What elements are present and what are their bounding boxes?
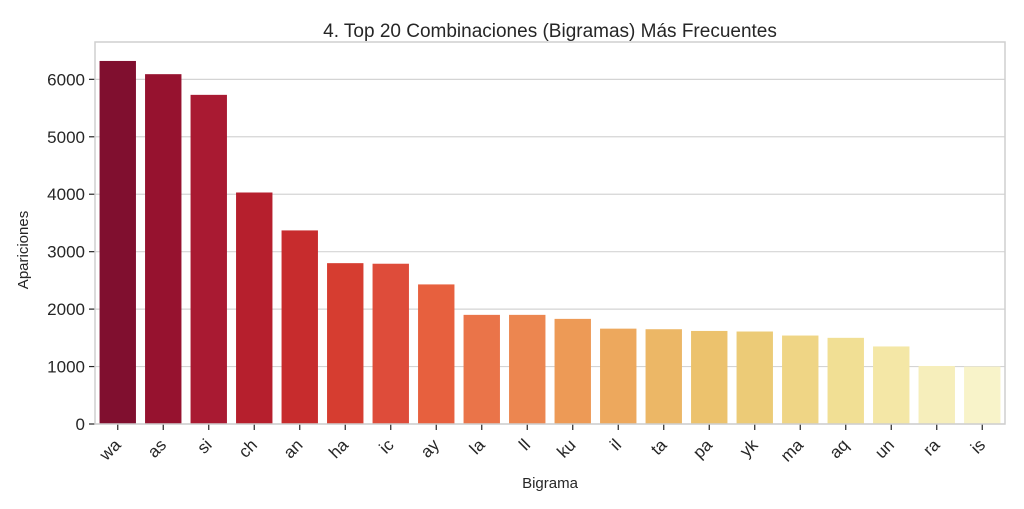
y-tick-label: 1000: [47, 358, 85, 377]
bar-ha: [327, 263, 364, 424]
bar-ll: [509, 314, 546, 424]
bar-is: [964, 366, 1001, 424]
bar-ay: [418, 284, 455, 424]
y-tick-label: 2000: [47, 300, 85, 319]
y-tick-label: 6000: [47, 70, 85, 89]
y-tick-label: 3000: [47, 243, 85, 262]
bar-un: [873, 346, 910, 424]
y-tick-label: 5000: [47, 128, 85, 147]
bar-wa: [99, 60, 136, 424]
bar-aq: [827, 337, 864, 424]
y-axis-ticks: 0 1000 2000 3000 4000 5000 6000: [47, 70, 95, 434]
x-axis-label: Bigrama: [522, 475, 579, 492]
plot-frame: [94, 41, 1006, 425]
bar-ku: [554, 318, 591, 424]
bars: [99, 60, 1001, 425]
bar-si: [190, 94, 227, 425]
y-axis-label: Apariciones: [15, 211, 32, 289]
bar-ic: [372, 263, 409, 424]
bar-as: [145, 74, 182, 424]
bar-ch: [236, 192, 273, 424]
chart-title: 4. Top 20 Combinaciones (Bigramas) Más F…: [323, 21, 777, 42]
bar-an: [281, 230, 318, 424]
y-tick-label: 4000: [47, 185, 85, 204]
bar-ra: [918, 365, 955, 424]
bar-ta: [645, 329, 682, 424]
bar-il: [600, 328, 637, 424]
bar-la: [463, 314, 500, 424]
bar-yk: [736, 331, 773, 424]
bar-ma: [782, 335, 819, 424]
bar-pa: [691, 330, 728, 424]
y-tick-label: 0: [76, 415, 85, 434]
